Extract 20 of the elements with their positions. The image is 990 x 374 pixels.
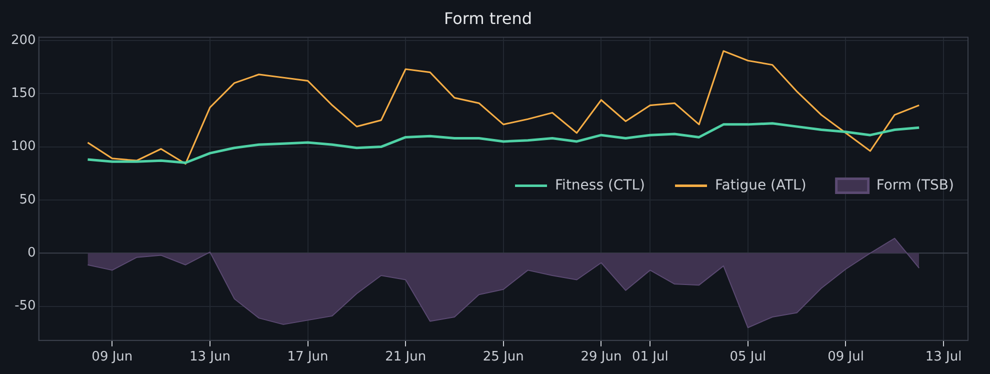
chart-title: Form trend xyxy=(444,8,532,28)
y-tick-label: -50 xyxy=(14,298,36,314)
legend-label: Fitness (CTL) xyxy=(555,177,646,194)
x-tick-label: 09 Jun xyxy=(92,350,133,365)
x-tick-label: 13 Jul xyxy=(925,350,962,365)
x-tick-label: 21 Jun xyxy=(385,350,426,365)
y-tick-label: 100 xyxy=(10,139,36,154)
x-tick-label: 09 Jul xyxy=(828,350,864,365)
y-tick-label: 0 xyxy=(28,246,36,261)
x-tick-label: 17 Jun xyxy=(287,350,328,365)
y-tick-label: 150 xyxy=(10,86,36,101)
legend-label: Form (TSB) xyxy=(876,177,954,194)
y-tick-label: 200 xyxy=(10,32,36,48)
x-tick-label: 13 Jun xyxy=(189,350,230,365)
y-tick-label: 50 xyxy=(19,192,36,208)
x-tick-label: 05 Jul xyxy=(730,350,766,365)
legend-label: Fatigue (ATL) xyxy=(715,177,806,194)
x-tick-label: 29 Jun xyxy=(580,350,622,365)
x-tick-label: 25 Jun xyxy=(482,350,524,365)
x-tick-label: 01 Jul xyxy=(632,350,668,365)
